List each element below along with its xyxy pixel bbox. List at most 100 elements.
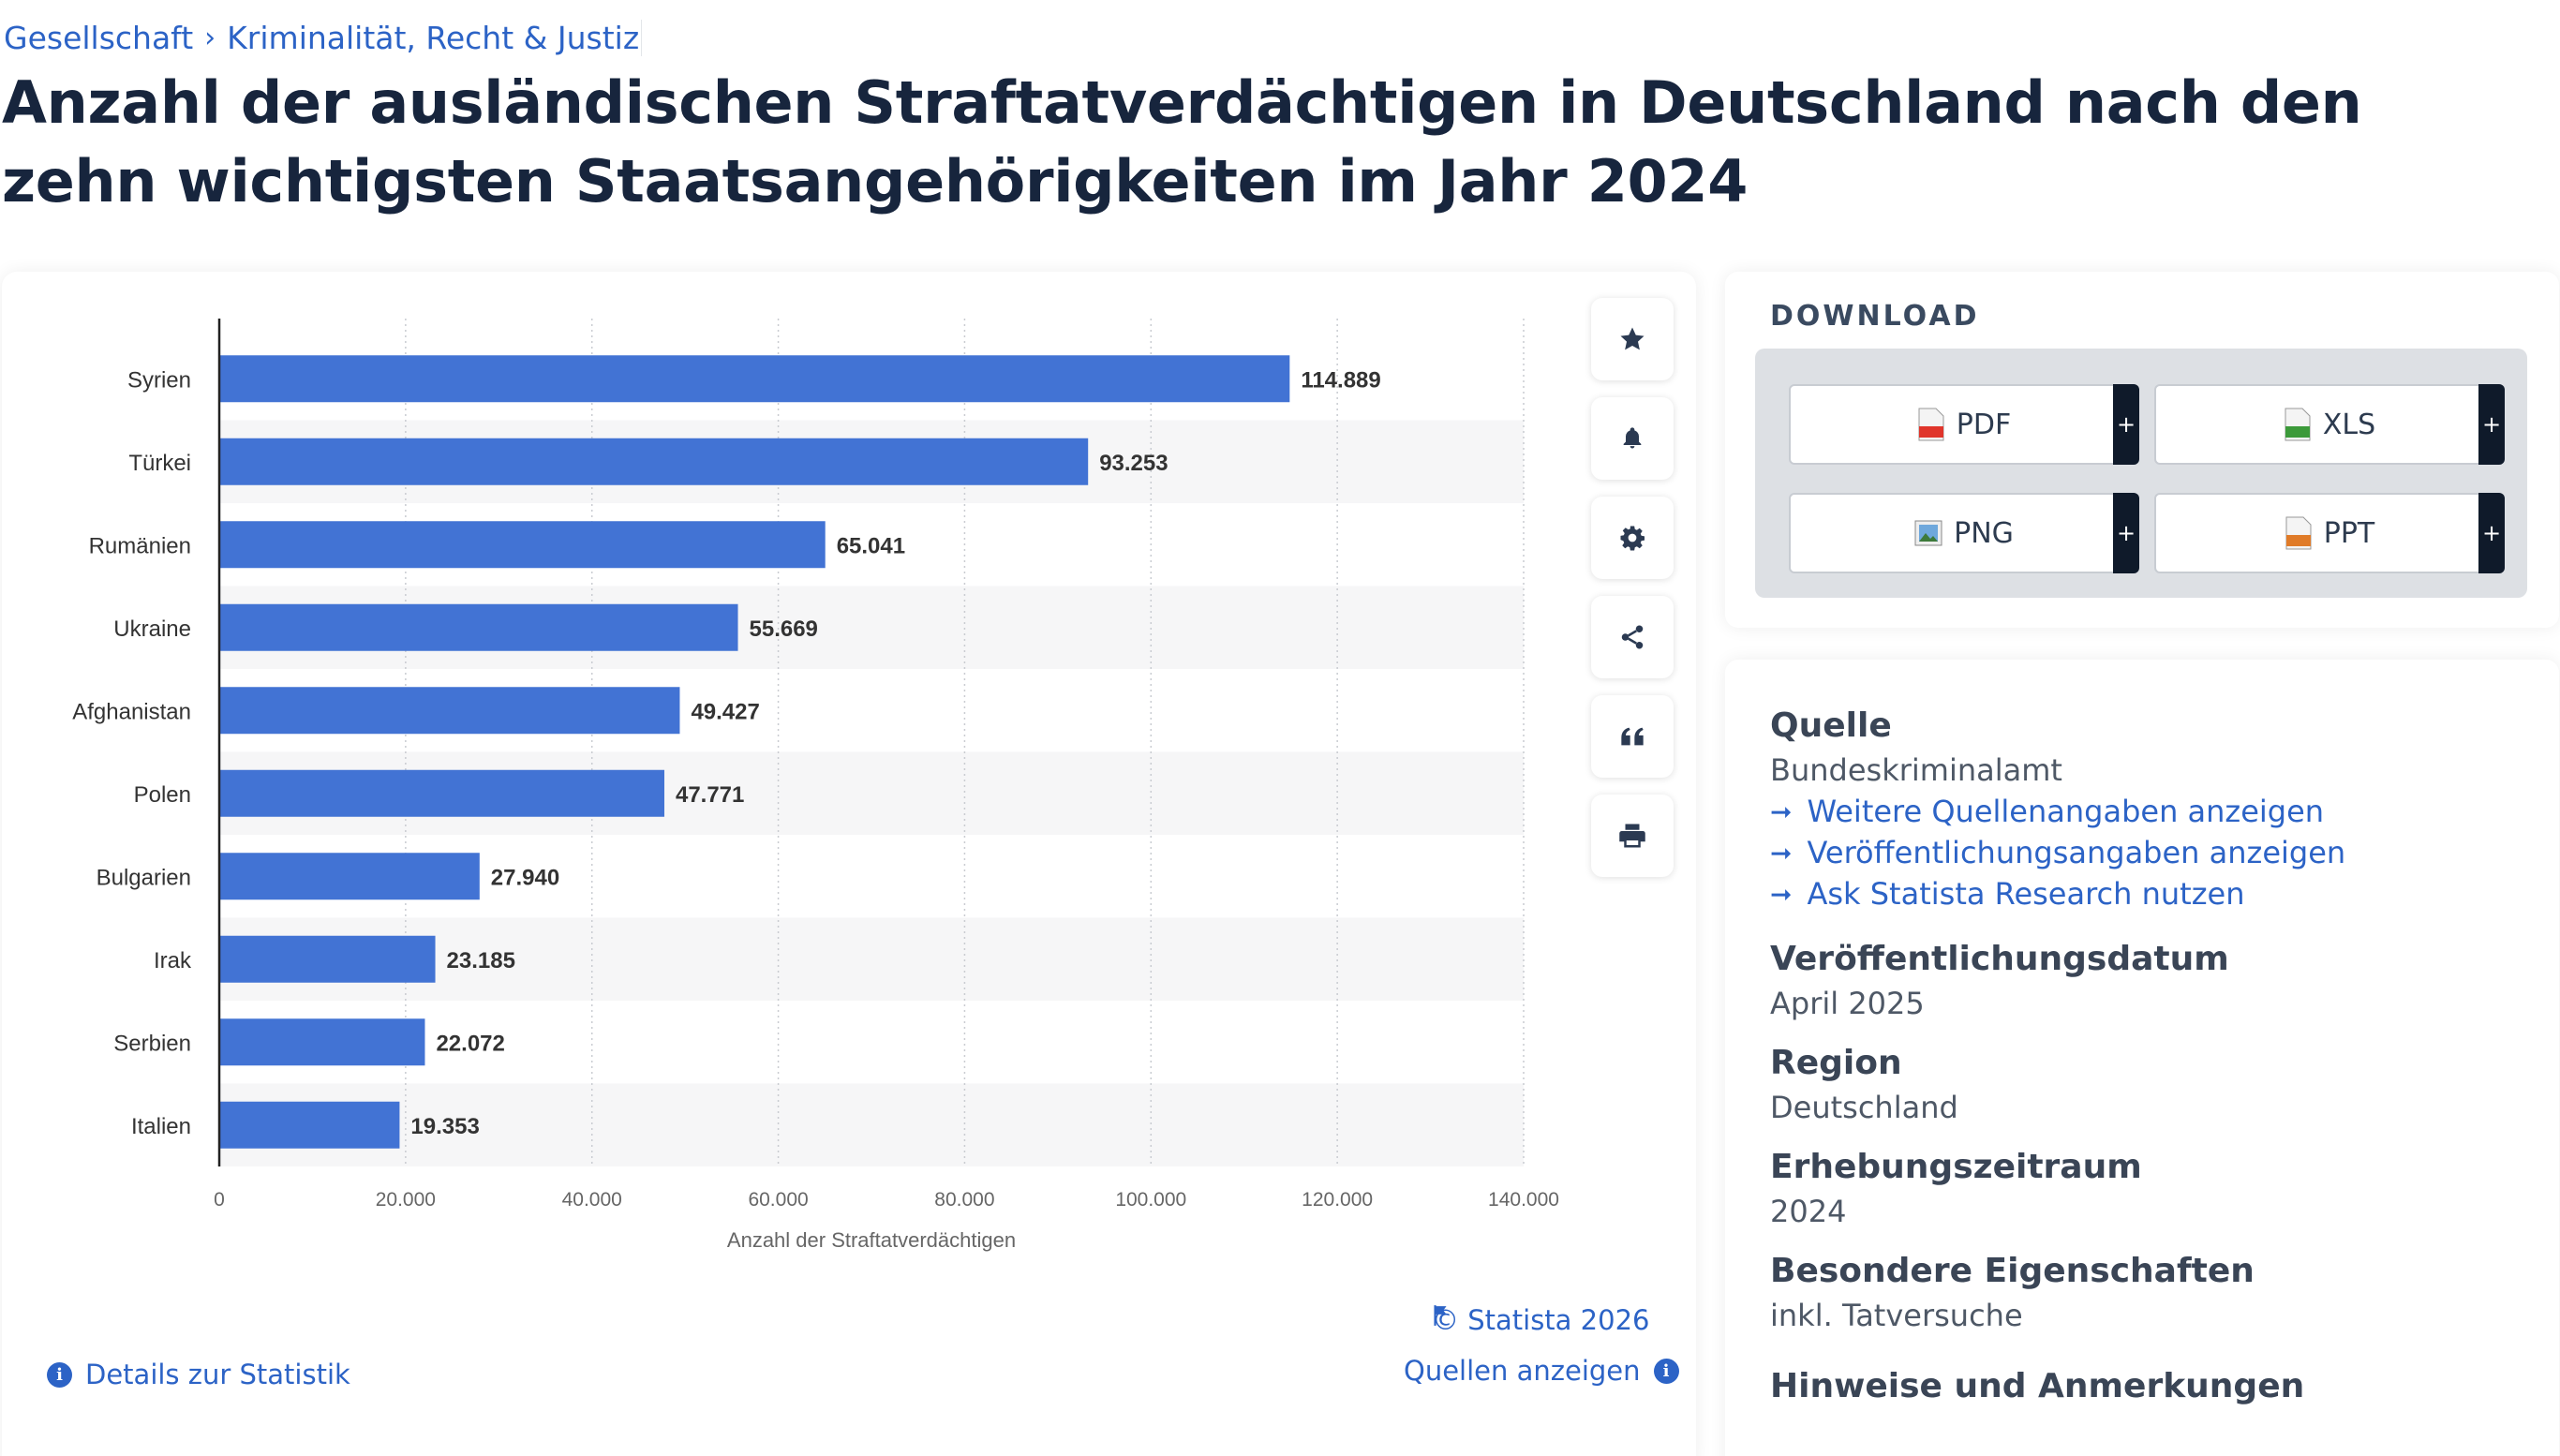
sources-link-label: Quellen anzeigen	[1404, 1355, 1641, 1387]
bar	[219, 355, 1290, 403]
pub-date-value: April 2025	[1770, 986, 1925, 1021]
cite-button[interactable]	[1591, 695, 1674, 778]
flag-icon	[1434, 1305, 1447, 1326]
share-button[interactable]	[1591, 596, 1674, 678]
data-label: 27.940	[491, 865, 559, 890]
chart-card: Syrien 114.889 Türkei 93.253 Rumänien 65.041 U…	[2, 272, 1696, 1456]
xls-options-button[interactable]: +	[2478, 384, 2505, 465]
bar	[219, 687, 680, 735]
ask-research-link[interactable]: ➞ Ask Statista Research nutzen	[1770, 876, 2559, 912]
data-label: 114.889	[1301, 367, 1380, 393]
download-pdf-button[interactable]: PDF +	[1789, 384, 2139, 465]
special-value: inkl. Tatversuche	[1770, 1298, 2023, 1333]
tick-label: 60.000	[748, 1189, 808, 1211]
tick-label: 80.000	[934, 1189, 994, 1211]
share-icon	[1621, 625, 1644, 649]
arrow-right-icon: ➞	[1770, 837, 1793, 869]
data-label: 55.669	[750, 617, 818, 642]
category-label: Polen	[134, 782, 191, 808]
download-xls-button[interactable]: XLS +	[2154, 384, 2505, 465]
page-title: Anzahl der ausländischen Straftatverdäch…	[2, 68, 2362, 215]
tick-label: 120.000	[1302, 1189, 1373, 1211]
gear-icon	[1620, 526, 1645, 551]
bell-icon	[1623, 427, 1642, 449]
tick-label: 0	[214, 1189, 225, 1211]
settings-button[interactable]	[1591, 497, 1674, 579]
publication-info-link[interactable]: ➞ Veröffentlichungsangaben anzeigen	[1770, 835, 2559, 870]
notification-button[interactable]	[1591, 397, 1674, 480]
bar-chart: Syrien 114.889 Türkei 93.253 Rumänien 65.041 U…	[72, 319, 1559, 1252]
sources-link[interactable]: Quellen anzeigen i	[1404, 1355, 1679, 1387]
data-label: 93.253	[1099, 451, 1168, 476]
quote-icon	[1621, 727, 1644, 746]
favorite-button[interactable]	[1591, 298, 1674, 380]
ppt-options-button[interactable]: +	[2478, 493, 2505, 573]
info-card: Quelle Bundeskriminalamt ➞ Weitere Quell…	[1725, 660, 2559, 1456]
copyright-link[interactable]: © Statista 2026	[1432, 1304, 1649, 1336]
download-panel: PDF + XLS + PNG + PPT +	[1755, 349, 2527, 598]
info-icon: i	[1653, 1358, 1679, 1384]
download-card: DOWNLOAD PDF + XLS + PNG + PPT +	[1725, 272, 2559, 628]
png-options-button[interactable]: +	[2113, 493, 2139, 573]
pdf-file-icon	[1918, 408, 1944, 441]
download-png-button[interactable]: PNG +	[1789, 493, 2139, 573]
data-label: 22.072	[436, 1031, 504, 1056]
more-sources-label: Weitere Quellenangaben anzeigen	[1807, 794, 2325, 829]
bar	[219, 1018, 425, 1066]
special-heading: Besondere Eigenschaften	[1770, 1252, 2255, 1290]
bar	[219, 521, 826, 569]
category-label: Ukraine	[113, 617, 191, 642]
bar	[219, 935, 436, 983]
category-label: Afghanistan	[72, 699, 191, 724]
download-ppt-button[interactable]: PPT +	[2154, 493, 2505, 573]
period-heading: Erhebungszeitraum	[1770, 1148, 2142, 1186]
print-button[interactable]	[1591, 795, 1674, 877]
png-label: PNG	[1954, 516, 2014, 550]
category-label: Serbien	[113, 1031, 191, 1056]
publication-info-label: Veröffentlichungsangaben anzeigen	[1807, 835, 2346, 870]
pdf-options-button[interactable]: +	[2113, 384, 2139, 465]
tick-label: 40.000	[562, 1189, 622, 1211]
more-sources-link[interactable]: ➞ Weitere Quellenangaben anzeigen	[1770, 794, 2559, 829]
breadcrumb-item-gesellschaft[interactable]: Gesellschaft	[4, 19, 194, 56]
data-label: 19.353	[410, 1114, 479, 1139]
tick-label: 140.000	[1488, 1189, 1559, 1211]
details-link[interactable]: i Details zur Statistik	[47, 1359, 350, 1390]
breadcrumb-item-kriminalitaet[interactable]: Kriminalität, Recht & Justiz	[227, 19, 643, 56]
star-icon	[1620, 327, 1645, 350]
bar	[219, 1101, 400, 1149]
arrow-right-icon: ➞	[1770, 878, 1793, 910]
tick-label: 100.000	[1115, 1189, 1186, 1211]
arrow-right-icon: ➞	[1770, 795, 1793, 827]
pdf-label: PDF	[1956, 408, 2012, 441]
tick-label: 20.000	[376, 1189, 436, 1211]
source-value: Bundeskriminalamt	[1770, 752, 2062, 788]
xls-label: XLS	[2322, 408, 2376, 441]
bar	[219, 853, 480, 900]
notes-heading: Hinweise und Anmerkungen	[1770, 1367, 2305, 1405]
data-label: 49.427	[691, 699, 759, 724]
data-label: 65.041	[837, 533, 905, 558]
source-heading: Quelle	[1770, 706, 1892, 745]
x-axis-title: Anzahl der Straftatverdächtigen	[727, 1228, 1016, 1252]
category-label: Bulgarien	[97, 865, 191, 890]
bar	[219, 603, 738, 651]
row-band	[219, 1083, 1524, 1166]
breadcrumb: Gesellschaft › Kriminalität, Recht & Jus…	[4, 13, 643, 62]
data-label: 23.185	[447, 948, 515, 973]
data-label: 47.771	[676, 782, 744, 808]
copyright-text: © Statista 2026	[1432, 1304, 1650, 1336]
row-band	[219, 917, 1524, 1001]
category-label: Türkei	[128, 451, 191, 476]
print-icon	[1619, 824, 1645, 848]
region-value: Deutschland	[1770, 1090, 1958, 1125]
info-icon: i	[47, 1361, 72, 1388]
bar	[219, 769, 664, 817]
region-heading: Region	[1770, 1044, 1902, 1082]
xls-file-icon	[2285, 408, 2311, 441]
ppt-label: PPT	[2323, 516, 2375, 550]
bar	[219, 438, 1089, 485]
breadcrumb-separator: ›	[204, 21, 216, 54]
period-value: 2024	[1770, 1194, 1847, 1229]
pub-date-heading: Veröffentlichungsdatum	[1770, 940, 2229, 978]
